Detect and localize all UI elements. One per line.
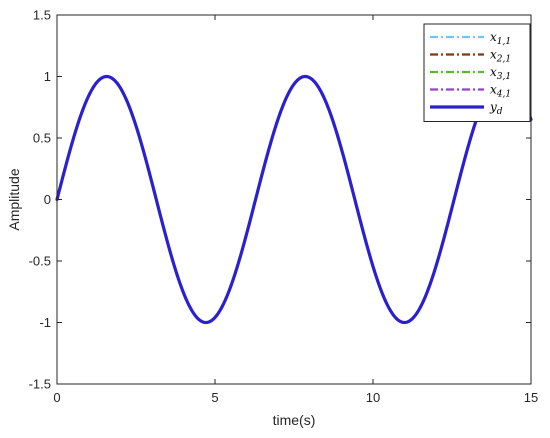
- y-tick-label: -0.5: [29, 254, 51, 269]
- y-axis-label: Amplitude: [6, 168, 22, 230]
- legend-entry-label: yd: [489, 100, 503, 117]
- y-tick-label: 0: [44, 192, 51, 207]
- x-axis-label: time(s): [273, 412, 316, 428]
- x-tick-label: 10: [366, 390, 380, 405]
- legend-entry-label: x2,1: [490, 48, 511, 65]
- y-tick-label: -1.5: [29, 377, 51, 392]
- y-tick-label: -1: [39, 315, 51, 330]
- legend-entry-label: x3,1: [490, 65, 511, 82]
- series-line-yd: [55, 74, 533, 325]
- legend: x1,1x2,1x3,1x4,1yd: [423, 23, 531, 122]
- x-tick-label: 5: [211, 390, 218, 405]
- series-layer: [55, 74, 533, 325]
- legend-entry-label: x4,1: [490, 83, 511, 100]
- x-tick-label: 0: [53, 390, 60, 405]
- y-tick-label: 0.5: [33, 131, 51, 146]
- x-tick-label: 15: [524, 390, 538, 405]
- y-tick-label: 1.5: [33, 8, 51, 23]
- y-tick-label: 1: [44, 69, 51, 84]
- tick-layer: 0 5 10 15 -1.5 -1 -0.5 0 0.5 1 1.5: [29, 8, 539, 406]
- legend-entry-label: x1,1: [490, 30, 511, 47]
